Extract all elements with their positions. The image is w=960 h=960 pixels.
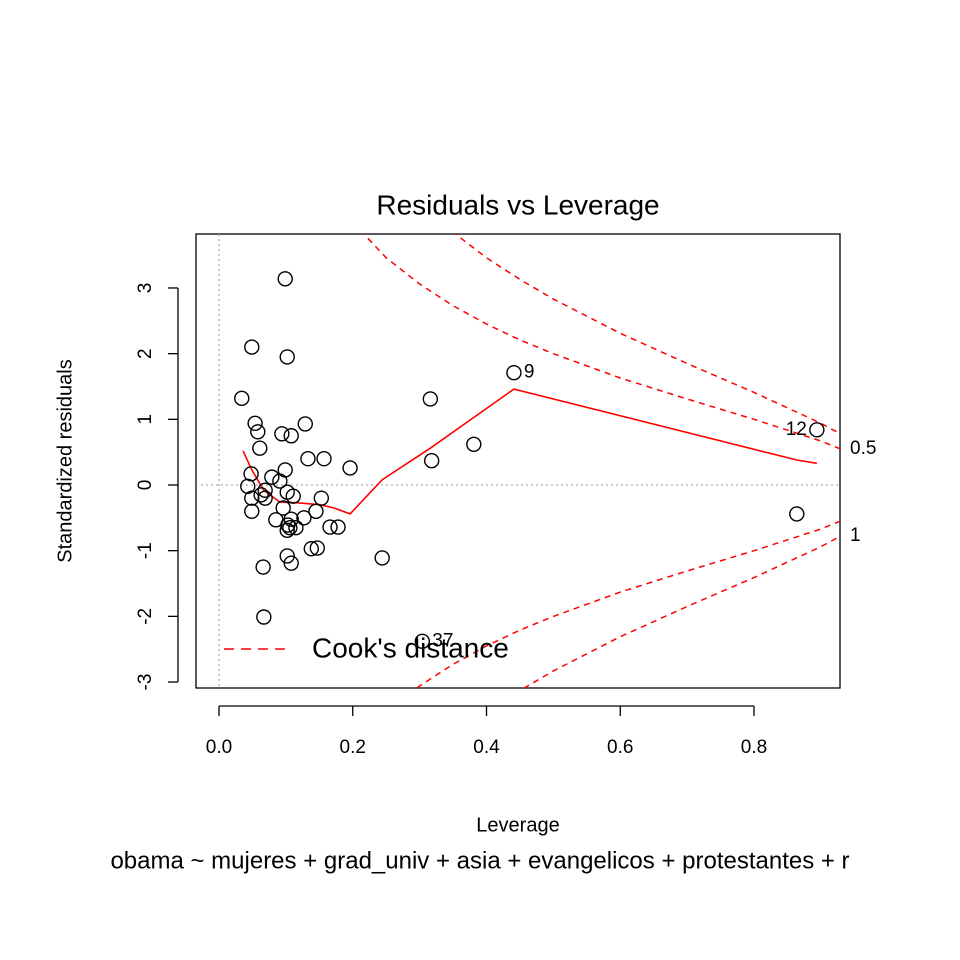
data-point bbox=[280, 517, 296, 533]
cook-label: 0.5 bbox=[850, 438, 876, 459]
cook-curve bbox=[454, 234, 840, 435]
data-point bbox=[300, 451, 316, 467]
data-point bbox=[277, 271, 293, 287]
y-tick-label: -1 bbox=[135, 542, 156, 559]
data-point bbox=[374, 550, 390, 566]
data-point bbox=[252, 440, 268, 456]
data-point bbox=[308, 503, 324, 519]
data-point bbox=[316, 451, 332, 467]
y-tick-label: 1 bbox=[135, 414, 156, 425]
data-point bbox=[322, 519, 338, 535]
point-label: 12 bbox=[786, 419, 807, 440]
data-point bbox=[423, 453, 440, 469]
data-point bbox=[313, 490, 330, 506]
data-point bbox=[279, 548, 295, 564]
legend-label: Cook's distance bbox=[312, 632, 509, 663]
cook-label: 1 bbox=[850, 525, 861, 546]
data-point bbox=[466, 436, 482, 452]
data-point bbox=[279, 349, 295, 365]
cook-curve bbox=[362, 234, 840, 450]
x-tick-label: 0.2 bbox=[340, 737, 366, 758]
data-point bbox=[244, 339, 260, 355]
x-tick-label: 0.0 bbox=[206, 737, 232, 758]
x-tick-label: 0.6 bbox=[607, 737, 633, 758]
x-tick-label: 0.8 bbox=[741, 737, 767, 758]
data-point bbox=[288, 519, 304, 536]
data-point bbox=[809, 422, 825, 438]
data-point bbox=[414, 633, 431, 650]
chart-title: Residuals vs Leverage bbox=[376, 189, 659, 220]
plot-area bbox=[196, 234, 840, 688]
y-tick-label: 0 bbox=[135, 480, 156, 491]
data-point bbox=[285, 488, 301, 504]
data-point bbox=[257, 490, 273, 506]
data-point bbox=[257, 482, 273, 498]
data-point bbox=[253, 487, 269, 503]
data-point bbox=[282, 519, 298, 536]
data-point bbox=[330, 519, 346, 535]
data-point bbox=[255, 559, 271, 575]
data-point bbox=[256, 609, 272, 625]
data-point bbox=[283, 428, 299, 444]
data-point bbox=[250, 424, 266, 440]
data-point bbox=[272, 473, 288, 489]
data-point bbox=[422, 391, 439, 407]
data-point bbox=[240, 478, 256, 495]
subtitle: obama ~ mujeres + grad_univ + asia + eva… bbox=[110, 847, 849, 874]
data-point bbox=[234, 390, 250, 407]
y-tick-label: 3 bbox=[135, 283, 156, 294]
point-label: 37 bbox=[432, 630, 453, 651]
y-tick-label: -2 bbox=[135, 608, 156, 625]
plot-frame bbox=[195, 233, 841, 689]
data-point bbox=[244, 503, 260, 519]
data-point bbox=[296, 510, 312, 526]
x-axis-label: Leverage bbox=[476, 814, 559, 836]
data-point bbox=[789, 506, 805, 522]
data-point bbox=[309, 540, 326, 556]
data-point bbox=[274, 426, 290, 442]
data-point bbox=[342, 460, 358, 476]
y-tick-label: -3 bbox=[135, 674, 156, 691]
data-point bbox=[506, 365, 522, 381]
data-point bbox=[244, 490, 260, 506]
data-point bbox=[297, 416, 313, 432]
data-point bbox=[279, 522, 295, 539]
point-label: 9 bbox=[524, 362, 535, 383]
data-point bbox=[275, 500, 291, 516]
smoother-line bbox=[242, 388, 818, 515]
data-point bbox=[277, 462, 293, 478]
x-tick-label: 0.4 bbox=[473, 737, 500, 758]
data-point bbox=[303, 541, 319, 557]
y-axis-label: Standardized residuals bbox=[54, 359, 76, 562]
data-point bbox=[247, 415, 263, 431]
data-point bbox=[283, 555, 299, 571]
y-tick-label: 2 bbox=[135, 348, 156, 359]
cook-curve bbox=[522, 535, 840, 688]
data-point bbox=[264, 469, 280, 485]
cook-curve bbox=[415, 520, 840, 688]
